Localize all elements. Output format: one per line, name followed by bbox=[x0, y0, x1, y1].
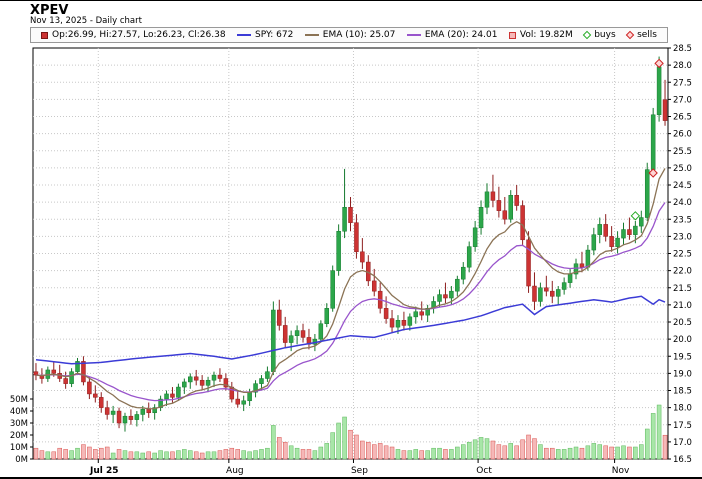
sells-label: sells bbox=[637, 30, 657, 40]
axes-labels-layer: 16.5 17.0 17.5 18.0 18.5 19.0 19.5 20.0 20.5 21.0… bbox=[10, 44, 692, 476]
candles-layer bbox=[33, 56, 668, 432]
volume-swatch-icon bbox=[508, 31, 516, 39]
chart-subtitle: Nov 13, 2025 - Daily chart bbox=[30, 16, 142, 26]
svg-text:18.0: 18.0 bbox=[673, 404, 692, 414]
legend-ema20: EMA (20): 24.01 bbox=[406, 30, 498, 40]
ema10-line-icon bbox=[304, 34, 319, 36]
svg-text:10M: 10M bbox=[10, 443, 28, 453]
svg-text:40M: 40M bbox=[10, 407, 28, 417]
svg-text:0M: 0M bbox=[15, 455, 28, 465]
svg-text:18.5: 18.5 bbox=[673, 387, 692, 397]
sell-diamond-icon bbox=[625, 30, 635, 40]
svg-text:20.0: 20.0 bbox=[673, 335, 692, 345]
svg-text:26.5: 26.5 bbox=[673, 113, 692, 123]
svg-text:Aug: Aug bbox=[226, 466, 244, 476]
legend-bar: Op:26.99, Hi:27.57, Lo:26.23, Cl:26.38 S… bbox=[30, 27, 668, 43]
legend-ema10: EMA (10): 25.07 bbox=[304, 30, 396, 40]
svg-text:23.5: 23.5 bbox=[673, 215, 692, 225]
svg-text:21.0: 21.0 bbox=[673, 301, 692, 311]
svg-text:19.0: 19.0 bbox=[673, 369, 692, 379]
svg-text:19.5: 19.5 bbox=[673, 352, 692, 362]
svg-text:20.5: 20.5 bbox=[673, 318, 692, 328]
volume-label: Vol: 19.82M bbox=[519, 30, 573, 40]
legend-spy: SPY: 672 bbox=[237, 30, 293, 40]
svg-text:17.5: 17.5 bbox=[673, 421, 692, 431]
legend-buys: buys bbox=[582, 30, 616, 40]
svg-text:28.0: 28.0 bbox=[673, 61, 692, 71]
svg-text:26.0: 26.0 bbox=[673, 130, 692, 140]
ohlc-label: Op:26.99, Hi:27.57, Lo:26.23, Cl:26.38 bbox=[52, 30, 226, 40]
legend-volume: Vol: 19.82M bbox=[508, 30, 573, 40]
svg-text:30M: 30M bbox=[10, 419, 28, 429]
ema10-label: EMA (10): 25.07 bbox=[322, 30, 396, 40]
ema20-label: EMA (20): 24.01 bbox=[424, 30, 498, 40]
spy-label: SPY: 672 bbox=[255, 30, 294, 40]
svg-text:24.5: 24.5 bbox=[673, 181, 692, 191]
svg-text:28.5: 28.5 bbox=[673, 44, 692, 54]
svg-text:21.5: 21.5 bbox=[673, 284, 692, 294]
svg-text:25.5: 25.5 bbox=[673, 147, 692, 157]
candle-swatch-icon bbox=[41, 31, 48, 39]
buys-label: buys bbox=[594, 30, 616, 40]
volume-bars-layer bbox=[33, 404, 668, 460]
svg-text:Sep: Sep bbox=[351, 466, 368, 476]
svg-text:50M: 50M bbox=[10, 395, 28, 405]
svg-text:Jul 25: Jul 25 bbox=[89, 466, 119, 476]
svg-text:27.0: 27.0 bbox=[673, 95, 692, 105]
svg-text:22.5: 22.5 bbox=[673, 250, 692, 260]
svg-text:17.0: 17.0 bbox=[673, 438, 692, 448]
legend-ohlc: Op:26.99, Hi:27.57, Lo:26.23, Cl:26.38 bbox=[41, 30, 226, 40]
overlay-lines-layer bbox=[35, 168, 666, 410]
svg-text:16.5: 16.5 bbox=[673, 455, 692, 465]
trade-markers-layer bbox=[630, 58, 664, 221]
gridlines-layer bbox=[32, 47, 669, 460]
svg-text:24.0: 24.0 bbox=[673, 198, 692, 208]
svg-text:Oct: Oct bbox=[476, 466, 492, 476]
svg-text:27.5: 27.5 bbox=[673, 78, 692, 88]
buy-diamond-icon bbox=[582, 30, 592, 40]
legend-sells: sells bbox=[625, 30, 657, 40]
symbol-title: XPEV bbox=[30, 3, 69, 18]
svg-text:22.0: 22.0 bbox=[673, 267, 692, 277]
svg-text:25.0: 25.0 bbox=[673, 164, 692, 174]
svg-text:Nov: Nov bbox=[612, 466, 630, 476]
svg-text:23.0: 23.0 bbox=[673, 232, 692, 242]
spy-line-icon bbox=[237, 34, 252, 36]
svg-text:20M: 20M bbox=[10, 431, 28, 441]
ema20-line-icon bbox=[406, 34, 421, 36]
